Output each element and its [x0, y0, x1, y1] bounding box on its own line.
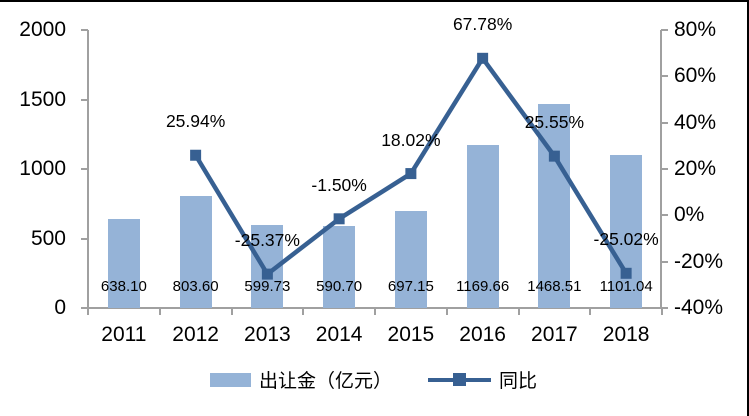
line-swatch-marker [453, 373, 466, 386]
left-axis-tick-label: 1500 [19, 87, 66, 111]
right-axis-tick-label: 80% [674, 18, 717, 41]
x-axis-tick [230, 308, 233, 315]
bar-value-label-2013: 599.73 [244, 278, 291, 295]
left-y-axis-line [87, 30, 89, 308]
line-marker-2016 [477, 52, 489, 64]
bar-series-swatch [209, 372, 251, 387]
right-axis-tick-label: 60% [674, 64, 717, 88]
bar-value-label-2017: 1468.51 [527, 278, 582, 295]
x-axis-label-2017: 2017 [531, 323, 578, 346]
right-axis-tick [661, 307, 668, 309]
right-axis-tick [661, 168, 668, 170]
right-axis-tick [661, 214, 668, 217]
legend: 出让金（亿元） 同比 [0, 366, 747, 393]
x-axis-tick [87, 308, 89, 315]
x-axis-tick [445, 308, 448, 315]
right-axis-tick-label: -40% [674, 296, 724, 319]
x-axis-tick [158, 308, 161, 315]
right-axis-tick [661, 29, 668, 31]
bar-value-label-2012: 803.60 [172, 278, 219, 295]
bar-2011 [107, 219, 140, 308]
x-axis-label-2012: 2012 [172, 323, 219, 346]
left-axis-tick-label: 1000 [19, 157, 66, 180]
left-axis-tick [81, 237, 88, 240]
bar-value-label-2014: 590.70 [316, 278, 363, 295]
x-axis-tick [374, 308, 376, 315]
right-axis-tick-label: 40% [674, 110, 717, 134]
line-value-label-2015: 18.02% [381, 129, 441, 150]
line-value-label-2017: 25.55% [524, 112, 585, 133]
legend-item-line-series: 同比 [428, 366, 537, 393]
left-axis-tick-label: 2000 [19, 18, 66, 41]
x-axis-label-2018: 2018 [602, 323, 650, 346]
x-axis-label-2014: 2014 [315, 323, 363, 346]
legend-label-line-series: 同比 [499, 371, 538, 392]
line-value-label-2012: 25.94% [165, 111, 226, 132]
right-axis-tick [661, 121, 668, 124]
x-axis-tick [517, 308, 520, 315]
left-axis-tick-label: 500 [30, 226, 66, 250]
line-marker-2012 [190, 149, 202, 161]
line-marker-2015 [405, 168, 417, 180]
line-value-label-2014: -1.50% [311, 174, 367, 195]
bar-value-label-2015: 697.15 [387, 278, 434, 295]
left-axis-tick [81, 307, 88, 309]
right-axis-tick [661, 260, 668, 263]
x-axis-tick [661, 308, 663, 315]
right-axis-tick-label: 0% [674, 203, 705, 227]
line-value-label-2013: -25.37% [234, 230, 300, 251]
right-axis-tick-label: -20% [674, 249, 724, 273]
bar-value-label-2011: 638.10 [100, 278, 147, 295]
line-marker-2014 [333, 213, 345, 225]
x-axis-label-2015: 2015 [387, 323, 435, 346]
right-axis-tick [661, 75, 668, 78]
bar-value-label-2018: 1101.04 [599, 278, 653, 295]
x-axis-label-2013: 2013 [244, 323, 291, 346]
x-axis-tick [589, 308, 592, 315]
x-axis-label-2011: 2011 [101, 323, 147, 346]
left-axis-tick [81, 98, 88, 101]
left-axis-tick [81, 168, 88, 170]
right-axis-tick-label: 20% [674, 157, 717, 180]
line-series-swatch [428, 373, 491, 387]
legend-item-bar-series: 出让金（亿元） [209, 366, 392, 393]
left-axis-tick [81, 29, 88, 31]
line-value-label-2018: -25.02% [593, 229, 659, 250]
bar-value-label-2016: 1169.66 [456, 278, 510, 295]
x-axis-label-2016: 2016 [459, 323, 506, 346]
x-axis-tick [302, 308, 305, 315]
legend-label-bar-series: 出让金（亿元） [258, 371, 392, 392]
left-axis-tick-label: 0 [54, 296, 66, 319]
line-value-label-2016: 67.78% [452, 14, 513, 35]
